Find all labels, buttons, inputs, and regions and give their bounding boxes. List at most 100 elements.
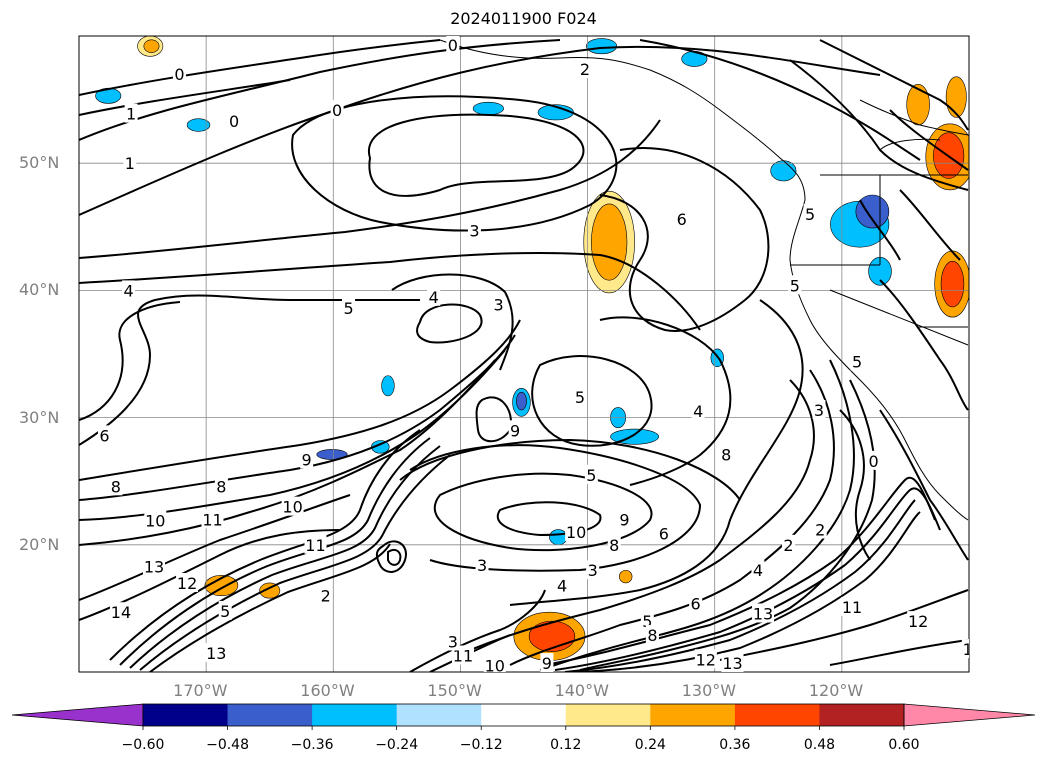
contour-label-bg bbox=[803, 204, 817, 224]
longitude-label: 150°W bbox=[427, 681, 482, 700]
colorbar-bin bbox=[312, 704, 398, 726]
contour-label: 11 bbox=[453, 646, 473, 665]
contour-label: 12 bbox=[696, 650, 716, 669]
contour-label-bg bbox=[555, 575, 569, 595]
contour-label: 9 bbox=[301, 451, 311, 470]
colorbar-bin bbox=[565, 704, 651, 726]
contour-label: 2 bbox=[580, 60, 590, 79]
contour-label-bg bbox=[694, 649, 717, 669]
contour-label-bg bbox=[483, 655, 506, 672]
colorbar-tick-label: −0.36 bbox=[290, 737, 334, 753]
colorbar-bin bbox=[396, 704, 482, 726]
contour-label-bg bbox=[578, 59, 592, 79]
contour-label-bg bbox=[751, 560, 765, 580]
contour-label: 9 bbox=[542, 654, 552, 673]
contour-label: 10 bbox=[566, 523, 586, 542]
shaded-patch bbox=[528, 620, 576, 652]
shaded-patch bbox=[472, 101, 504, 116]
contour-label-bg bbox=[227, 111, 241, 131]
contour-label-bg bbox=[109, 602, 132, 622]
contour-label: 0 bbox=[869, 452, 879, 471]
contour-label: 10 bbox=[145, 512, 165, 531]
contour-label: 12 bbox=[908, 612, 928, 631]
contour-label-bg bbox=[124, 103, 138, 123]
shaded-patch bbox=[186, 118, 211, 132]
contour-label: 11 bbox=[842, 598, 862, 617]
colorbar-bin bbox=[819, 704, 905, 726]
shaded-patch bbox=[516, 391, 527, 411]
contour-label-bg bbox=[508, 420, 522, 440]
contour-label: 6 bbox=[677, 210, 687, 229]
contour-label: 12 bbox=[177, 574, 197, 593]
contour-label-bg bbox=[657, 523, 671, 543]
contour-label: 14 bbox=[111, 603, 131, 622]
plot-frame bbox=[78, 35, 970, 673]
contour-lines bbox=[79, 39, 969, 672]
contour-label: 5 bbox=[220, 602, 230, 621]
colorbar-bin bbox=[734, 704, 820, 726]
shaded-patch bbox=[619, 569, 633, 584]
contour-label-bg bbox=[172, 64, 186, 84]
contour-label-bg bbox=[691, 401, 705, 421]
contour-label-bg bbox=[850, 351, 864, 371]
shaded-patch bbox=[259, 582, 281, 599]
contour-label: 13 bbox=[144, 557, 164, 576]
contour-label-bg bbox=[841, 597, 864, 617]
contour-label-bg bbox=[617, 509, 631, 529]
contour-label-bg bbox=[586, 560, 600, 580]
contour-label: 11 bbox=[305, 536, 325, 555]
shaded-patch bbox=[770, 160, 797, 182]
contour-label-bg bbox=[143, 556, 166, 576]
shaded-patch bbox=[143, 39, 160, 53]
contour-label-bg bbox=[812, 399, 826, 419]
contour-label-bg bbox=[214, 476, 228, 496]
contour-label-bg bbox=[122, 280, 136, 300]
contour-label-bg bbox=[123, 153, 137, 173]
contour-label: 3 bbox=[493, 295, 503, 314]
contour-label-bg bbox=[304, 534, 327, 554]
contour-label-bg bbox=[813, 519, 827, 539]
contour-label: 3 bbox=[588, 561, 598, 580]
contour-label: 5 bbox=[790, 276, 800, 295]
contour-label: 8 bbox=[111, 477, 121, 496]
contour-label-bg bbox=[788, 275, 802, 295]
contour-label-bg bbox=[907, 611, 930, 631]
contour-label: 13 bbox=[722, 654, 742, 673]
contour-label: 8 bbox=[216, 477, 226, 496]
shaded-patch bbox=[381, 375, 395, 397]
contour-label-bg bbox=[565, 522, 588, 542]
contour-label: 10 bbox=[485, 657, 505, 676]
contour-label: 0 bbox=[332, 101, 342, 120]
contour-label-bg bbox=[330, 99, 344, 119]
colorbar-extend-low bbox=[11, 703, 144, 727]
contour-label: 9 bbox=[619, 510, 629, 529]
shaded-patch bbox=[855, 194, 890, 229]
colorbar-bin bbox=[481, 704, 567, 726]
contour-label-bg bbox=[467, 220, 481, 240]
colorbar-bin bbox=[650, 704, 736, 726]
contour-label: 0 bbox=[448, 36, 458, 55]
contour-label-bg bbox=[781, 534, 795, 554]
latitude-label: 30°N bbox=[19, 407, 60, 427]
contour-label: 6 bbox=[99, 426, 109, 445]
contour-label-bg bbox=[446, 631, 460, 651]
contour-label: 1 bbox=[126, 105, 136, 124]
shading-layer bbox=[95, 36, 969, 661]
contour-label: 0 bbox=[229, 112, 239, 131]
contour-label-bg bbox=[319, 585, 333, 605]
contour-label-bg bbox=[446, 36, 460, 54]
contour-label: 4 bbox=[557, 577, 567, 596]
contour-label-bg bbox=[205, 642, 228, 662]
contour-label: 3 bbox=[469, 222, 479, 241]
colorbar-extend-high bbox=[903, 703, 1036, 727]
coastline-layer bbox=[439, 39, 969, 521]
contour-label: 6 bbox=[691, 594, 701, 613]
contour-label: 12 bbox=[963, 640, 983, 659]
contour-label: 5 bbox=[343, 299, 353, 318]
longitude-label: 170°W bbox=[173, 681, 228, 700]
shaded-patch bbox=[940, 260, 965, 308]
longitude-label: 160°W bbox=[300, 681, 355, 700]
shaded-patch bbox=[585, 38, 618, 55]
contour-label-bg bbox=[867, 450, 881, 470]
